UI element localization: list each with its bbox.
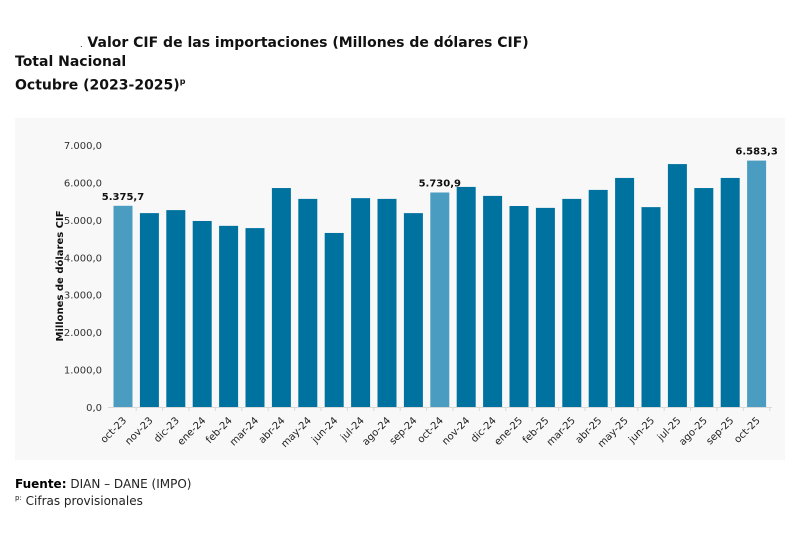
- y-tick-label: 4.000,0: [64, 253, 102, 264]
- bar-jul-25: [667, 164, 687, 407]
- y-tick-label: 6.000,0: [64, 178, 102, 189]
- bar-mar-25: [562, 198, 582, 407]
- bar-oct-24: [430, 192, 450, 407]
- bar-may-25: [615, 177, 635, 407]
- data-label-oct-25: 6.583,3: [735, 147, 777, 158]
- title-prefix: .: [80, 40, 83, 49]
- note-sup: p:: [15, 494, 22, 502]
- chart-period: Octubre (2023-2025)p: [15, 72, 185, 96]
- bar-nov-23: [139, 213, 159, 407]
- bar-ene-24: [192, 220, 212, 407]
- bar-sep-24: [403, 213, 423, 407]
- data-label-oct-23: 5.375,7: [102, 192, 144, 203]
- provisional-note: p: Cifras provisionales: [15, 494, 143, 508]
- y-tick-label: 1.000,0: [64, 366, 102, 377]
- data-label-oct-24: 5.730,9: [419, 179, 461, 190]
- bar-feb-25: [535, 207, 555, 407]
- note-text: Cifras provisionales: [25, 494, 143, 508]
- x-tick-label: ago-25: [677, 415, 710, 448]
- x-tick-label: nov-23: [123, 415, 155, 447]
- x-tick-label: ene-24: [176, 415, 209, 448]
- y-tick-label: 0,0: [86, 403, 102, 414]
- bar-jun-25: [641, 207, 661, 407]
- y-tick-label: 2.000,0: [64, 328, 102, 339]
- x-tick-label: jun-25: [626, 415, 657, 446]
- chart-subtitle: Total Nacional: [15, 54, 127, 70]
- y-tick-label: 7.000,0: [64, 141, 102, 152]
- period-sup: p: [179, 77, 186, 86]
- x-tick-label: mar-24: [228, 415, 261, 448]
- x-tick-label: nov-24: [440, 415, 472, 447]
- bar-jul-24: [351, 198, 371, 407]
- bar-nov-24: [456, 186, 476, 407]
- x-tick-label: ene-25: [493, 415, 526, 448]
- bar-jun-24: [324, 232, 344, 407]
- bar-dic-23: [166, 210, 186, 407]
- y-axis-title: Millones de dólares CIF: [54, 210, 66, 341]
- source-label: Fuente:: [15, 477, 67, 491]
- y-tick-label: 3.000,0: [64, 291, 102, 302]
- bar-ago-25: [694, 188, 714, 407]
- bar-feb-24: [219, 225, 239, 407]
- bar-dic-24: [483, 195, 503, 407]
- source-text: DIAN – DANE (IMPO): [70, 477, 192, 491]
- x-tick-label: ago-24: [361, 415, 394, 448]
- x-tick-label: oct-25: [732, 415, 762, 445]
- bar-ago-24: [377, 198, 397, 407]
- bar-abr-25: [588, 189, 608, 407]
- x-tick-label: sep-25: [704, 415, 736, 447]
- bar-oct-23: [113, 205, 133, 407]
- bar-may-24: [298, 198, 318, 407]
- bar-ene-25: [509, 206, 529, 407]
- bar-oct-25: [747, 160, 767, 407]
- source-note: Fuente: DIAN – DANE (IMPO): [15, 477, 191, 491]
- period-text: Octubre (2023-2025): [15, 77, 180, 94]
- x-tick-label: mar-25: [545, 415, 578, 448]
- bar-mar-24: [245, 228, 265, 407]
- title-text: Valor CIF de las importaciones (Millones…: [87, 35, 529, 51]
- chart-title: . Valor CIF de las importaciones (Millon…: [80, 33, 529, 55]
- bar-sep-25: [720, 177, 740, 407]
- y-tick-label: 5.000,0: [64, 216, 102, 227]
- x-tick-label: jun-24: [309, 415, 340, 446]
- x-tick-label: sep-24: [388, 415, 420, 447]
- bar-abr-24: [271, 188, 291, 407]
